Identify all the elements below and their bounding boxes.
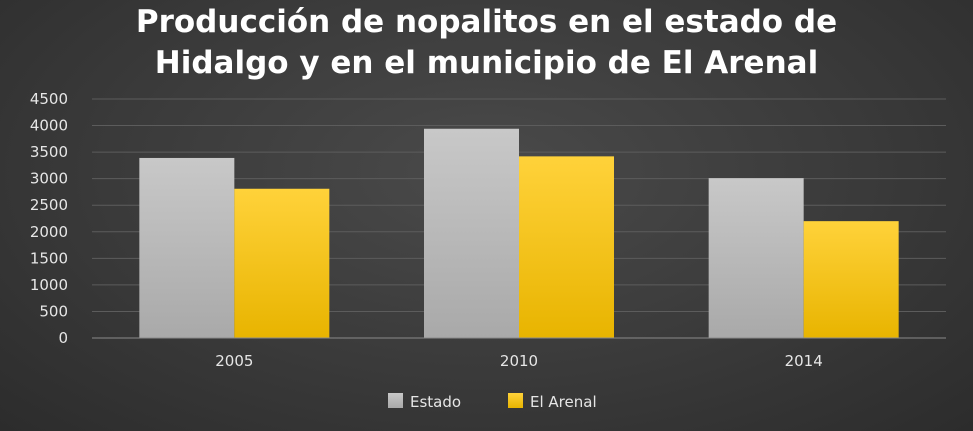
bar-estado-2014: [708, 178, 804, 338]
legend-swatch-el-arenal: [508, 393, 523, 408]
chart-title-line-2: Hidalgo y en el municipio de El Arenal: [154, 45, 819, 81]
bar-estado-2010: [424, 128, 519, 338]
bar-el-arenal-2005: [234, 188, 330, 338]
chart-title: Producción de nopalitos en el estado de …: [0, 2, 973, 84]
bar-el-arenal-2014: [803, 221, 899, 338]
y-tick-label: 3500: [30, 143, 68, 161]
y-tick-label: 2500: [30, 196, 68, 214]
x-axis-tick-labels: 2005 2010 2014: [215, 352, 823, 370]
y-tick-label: 3000: [30, 170, 68, 188]
legend-swatch-estado: [388, 393, 403, 408]
bar-el-arenal-2010: [519, 156, 614, 338]
y-tick-label: 2000: [30, 223, 68, 241]
y-tick-label: 500: [39, 302, 68, 320]
legend: Estado El Arenal: [388, 393, 597, 411]
y-axis-tick-labels: 0 500 1000 1500 2000 2500 3000 3500 4000 4500: [30, 90, 68, 347]
legend-label-el-arenal: El Arenal: [530, 393, 597, 411]
y-tick-label: 0: [58, 329, 68, 347]
chart-title-line-1: Producción de nopalitos en el estado de: [135, 4, 838, 40]
y-tick-label: 4000: [30, 117, 68, 135]
legend-label-estado: Estado: [410, 393, 461, 411]
bars: [139, 128, 899, 338]
y-tick-label: 1000: [30, 276, 68, 294]
x-tick-label: 2014: [785, 352, 823, 370]
y-tick-label: 4500: [30, 90, 68, 108]
bar-estado-2005: [139, 157, 235, 338]
x-tick-label: 2005: [215, 352, 253, 370]
x-tick-label: 2010: [500, 352, 538, 370]
y-tick-label: 1500: [30, 249, 68, 267]
